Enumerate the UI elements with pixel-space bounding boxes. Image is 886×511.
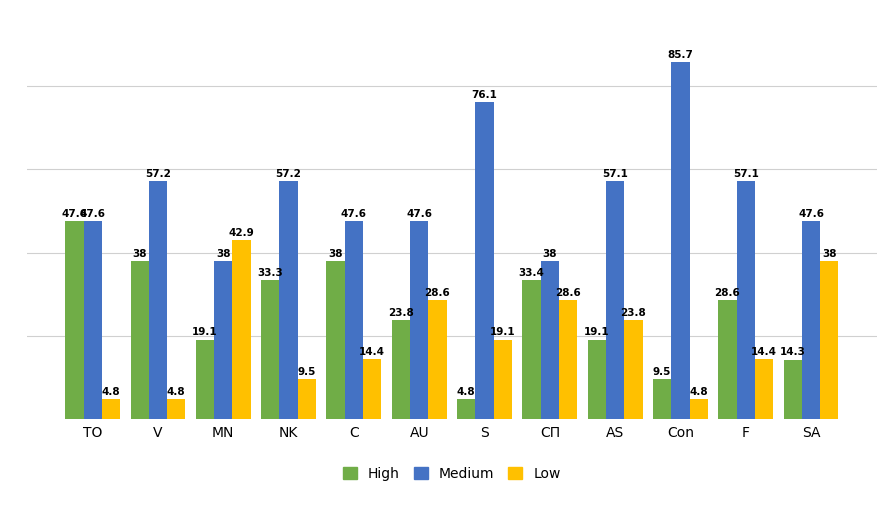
Text: 14.4: 14.4 <box>359 347 385 357</box>
Bar <box>672 62 689 419</box>
Bar <box>214 261 232 419</box>
Text: 28.6: 28.6 <box>556 288 581 298</box>
Bar <box>232 241 251 419</box>
Text: 47.6: 47.6 <box>798 209 824 219</box>
Text: 57.2: 57.2 <box>145 169 171 179</box>
Text: 19.1: 19.1 <box>192 328 218 337</box>
Text: 4.8: 4.8 <box>457 387 476 397</box>
Bar <box>392 320 410 419</box>
Text: 23.8: 23.8 <box>388 308 414 318</box>
Text: 14.3: 14.3 <box>780 347 805 357</box>
Text: 23.8: 23.8 <box>620 308 646 318</box>
Bar <box>102 399 120 419</box>
Bar <box>363 359 381 419</box>
Text: 33.3: 33.3 <box>258 268 284 278</box>
Bar <box>279 181 298 419</box>
Bar <box>410 221 428 419</box>
Bar <box>653 380 672 419</box>
Bar <box>755 359 773 419</box>
Text: 57.1: 57.1 <box>733 169 758 179</box>
Text: 76.1: 76.1 <box>471 90 497 100</box>
Bar <box>736 181 755 419</box>
Bar <box>345 221 363 419</box>
Text: 85.7: 85.7 <box>667 50 694 60</box>
Bar <box>559 300 578 419</box>
Text: 19.1: 19.1 <box>490 328 516 337</box>
Legend: High, Medium, Low: High, Medium, Low <box>339 462 564 485</box>
Bar <box>523 280 540 419</box>
Bar <box>625 320 642 419</box>
Bar <box>494 339 512 419</box>
Text: 47.6: 47.6 <box>341 209 367 219</box>
Bar <box>689 399 708 419</box>
Text: 47.6: 47.6 <box>406 209 432 219</box>
Text: 9.5: 9.5 <box>653 367 672 378</box>
Text: 47.6: 47.6 <box>80 209 105 219</box>
Text: 42.9: 42.9 <box>229 228 254 239</box>
Text: 9.5: 9.5 <box>298 367 316 378</box>
Bar <box>783 360 802 419</box>
Bar <box>540 261 559 419</box>
Bar <box>428 300 447 419</box>
Text: 4.8: 4.8 <box>167 387 185 397</box>
Text: 4.8: 4.8 <box>102 387 120 397</box>
Bar <box>476 102 494 419</box>
Bar <box>820 261 838 419</box>
Text: 38: 38 <box>132 249 147 259</box>
Bar <box>587 339 606 419</box>
Bar <box>149 181 167 419</box>
Text: 47.6: 47.6 <box>61 209 88 219</box>
Text: 57.1: 57.1 <box>602 169 628 179</box>
Bar <box>130 261 149 419</box>
Text: 28.6: 28.6 <box>424 288 450 298</box>
Bar <box>83 221 102 419</box>
Bar <box>196 339 214 419</box>
Text: 19.1: 19.1 <box>584 328 610 337</box>
Text: 38: 38 <box>216 249 230 259</box>
Text: 57.2: 57.2 <box>276 169 301 179</box>
Text: 14.4: 14.4 <box>751 347 777 357</box>
Bar <box>326 261 345 419</box>
Bar <box>719 300 736 419</box>
Bar <box>802 221 820 419</box>
Bar <box>261 281 279 419</box>
Text: 4.8: 4.8 <box>689 387 708 397</box>
Text: 38: 38 <box>542 249 557 259</box>
Bar <box>66 221 83 419</box>
Bar <box>298 380 316 419</box>
Bar <box>167 399 185 419</box>
Text: 38: 38 <box>822 249 836 259</box>
Text: 33.4: 33.4 <box>518 268 545 278</box>
Text: 28.6: 28.6 <box>715 288 741 298</box>
Bar <box>606 181 625 419</box>
Text: 38: 38 <box>329 249 343 259</box>
Bar <box>457 399 476 419</box>
